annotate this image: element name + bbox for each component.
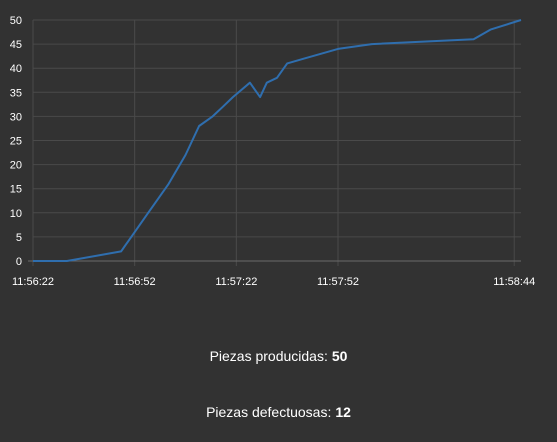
- x-tick-label: 11:58:44: [493, 276, 535, 288]
- defective-count: Piezas defectuosas: 12: [0, 404, 557, 420]
- chart-grid: [32, 19, 521, 266]
- series-line-produced: [33, 19, 522, 262]
- y-tick-label: 20: [10, 160, 22, 172]
- x-tick-label: 11:56:22: [12, 276, 54, 288]
- y-tick-label: 0: [16, 256, 22, 268]
- y-tick-label: 15: [10, 184, 22, 196]
- y-tick-label: 45: [10, 39, 22, 51]
- produced-label: Piezas producidas:: [209, 348, 328, 364]
- y-tick-label: 25: [10, 136, 22, 148]
- defective-value: 12: [335, 404, 351, 420]
- y-tick-label: 50: [10, 15, 22, 27]
- y-tick-label: 35: [10, 87, 22, 99]
- y-tick-label: 10: [10, 208, 22, 220]
- y-axis-ticks: 0 5 10 15 20 25 30 35 40 45 50: [10, 15, 22, 268]
- x-tick-label: 11:56:52: [114, 276, 156, 288]
- y-tick-label: 40: [10, 63, 22, 75]
- x-tick-label: 11:57:52: [317, 276, 359, 288]
- produced-count: Piezas producidas: 50: [0, 348, 557, 364]
- produced-value: 50: [331, 348, 348, 364]
- y-tick-label: 5: [16, 232, 22, 244]
- defective-label: Piezas defectuosas:: [206, 404, 332, 420]
- x-tick-label: 11:57:22: [215, 276, 257, 288]
- x-axis-ticks: 11:56:22 11:56:52 11:57:22 11:57:52 11:58:44: [12, 276, 535, 288]
- y-tick-label: 30: [10, 111, 22, 123]
